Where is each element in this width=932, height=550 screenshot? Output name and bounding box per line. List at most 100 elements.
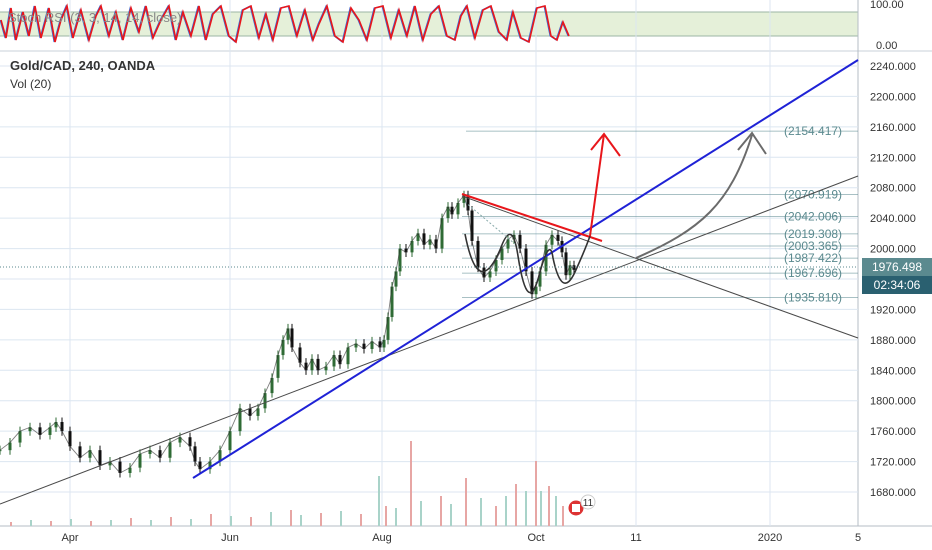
candle-body: [544, 244, 548, 272]
volume-bar: [548, 486, 550, 526]
blue-ascending-trendline[interactable]: [192, 59, 859, 479]
fib-level-label: (1935.810): [784, 290, 842, 304]
candle-body: [488, 271, 492, 278]
volume-bar: [30, 520, 32, 526]
volume-bar: [340, 511, 342, 526]
candle-body: [398, 248, 402, 272]
volume-bar: [130, 518, 132, 526]
volume-bar: [300, 515, 302, 526]
price-axis[interactable]: 2240.000 2200.000 2160.000 2120.000 2080.000…: [870, 61, 916, 499]
candle-body: [524, 248, 528, 272]
gray-projection-arrow[interactable]: [635, 131, 767, 259]
price-tick-label: 1680.000: [870, 487, 916, 499]
time-tick-label: Aug: [372, 532, 392, 544]
candle-body: [450, 206, 454, 215]
candle-body: [276, 355, 280, 378]
volume-bar: [525, 491, 527, 526]
time-axis[interactable]: Apr Jun Aug Oct 11 2020 5: [61, 532, 861, 544]
event-count: 11: [583, 498, 594, 509]
candle-body: [462, 195, 466, 203]
candle-body: [281, 339, 285, 356]
candle-body: [500, 248, 504, 260]
thin-support-trendline[interactable]: [0, 175, 859, 505]
candle-body: [298, 347, 302, 363]
volume-bar: [505, 496, 507, 526]
candle-body: [263, 393, 267, 409]
candle-body: [470, 210, 474, 241]
volume-bar: [320, 513, 322, 526]
candle-body: [238, 408, 242, 432]
red-resistance-line[interactable]: [461, 193, 603, 242]
fib-level-label: (2003.365): [784, 239, 842, 253]
candle-body: [378, 341, 382, 348]
price-tick-label: 1920.000: [870, 304, 916, 316]
volume-bar: [70, 519, 72, 526]
volume-bar: [465, 478, 467, 526]
candle-body: [286, 328, 290, 340]
candle-body: [256, 408, 260, 416]
volume-legend[interactable]: Vol (20): [10, 77, 51, 91]
candle-body: [518, 234, 522, 249]
candle-body: [338, 355, 342, 365]
candle-body: [494, 259, 498, 272]
volume-bar: [495, 506, 497, 526]
price-line: [0, 194, 575, 474]
candle-body: [404, 248, 408, 253]
candle-body: [178, 437, 182, 443]
candle-body: [346, 347, 350, 365]
candle-body: [530, 271, 534, 295]
last-price-badge: 1976.498: [872, 260, 922, 274]
fib-level-label: (1967.696): [784, 266, 842, 280]
candle-body: [534, 286, 538, 295]
candle-body: [316, 358, 320, 371]
volume-bar: [10, 522, 12, 526]
volume-bar: [360, 514, 362, 526]
volume-bar: [110, 520, 112, 526]
price-tick-label: 2160.000: [870, 122, 916, 134]
volume-bar: [450, 504, 452, 526]
candle-body: [138, 453, 142, 468]
volume-bar: [385, 506, 387, 526]
candle-body: [466, 195, 470, 211]
fib-level-label: (1987.422): [784, 251, 842, 265]
countdown-badge: 02:34:06: [874, 278, 921, 292]
candle-body: [188, 437, 192, 447]
candle-body: [572, 265, 576, 270]
volume-bar: [50, 521, 52, 526]
candle-body: [382, 339, 386, 348]
volume-bar: [555, 496, 557, 526]
candle-body: [218, 450, 222, 462]
candle-body: [394, 271, 398, 287]
stoch-rsi-series: [0, 3, 570, 44]
time-tick-label: 5: [855, 532, 861, 544]
candle-body: [362, 343, 366, 349]
candle-body: [208, 461, 212, 470]
red-breakout-arrow[interactable]: [589, 132, 621, 237]
price-tick-label: 1760.000: [870, 426, 916, 438]
symbol-title[interactable]: Gold/CAD, 240, OANDA: [10, 58, 156, 73]
candle-body: [332, 355, 336, 367]
candle-body: [88, 450, 92, 458]
volume-bar: [170, 517, 172, 526]
volume-bar: [410, 441, 412, 526]
time-tick-label: Apr: [61, 532, 78, 544]
volume-bar: [270, 512, 272, 526]
events-flag-icon[interactable]: 11: [567, 494, 596, 517]
candle-body: [456, 202, 460, 215]
candle-body: [18, 431, 22, 443]
price-tick-label: 1800.000: [870, 396, 916, 408]
volume-bars: [10, 441, 564, 526]
price-series: [0, 190, 576, 478]
candle-body: [304, 362, 308, 371]
candle-body: [98, 450, 102, 466]
volume-bar: [230, 516, 232, 526]
candle-body: [48, 427, 52, 435]
fib-level-label: (2019.308): [784, 227, 842, 241]
candle-body: [512, 234, 516, 240]
volume-bar: [150, 520, 152, 526]
stoch-indicator-label[interactable]: Stoch RSI (3, 3, 14, 14, close): [8, 10, 181, 25]
candle-body: [446, 206, 450, 219]
fib-level-label: (2042.006): [784, 210, 842, 224]
candle-body: [538, 271, 542, 287]
